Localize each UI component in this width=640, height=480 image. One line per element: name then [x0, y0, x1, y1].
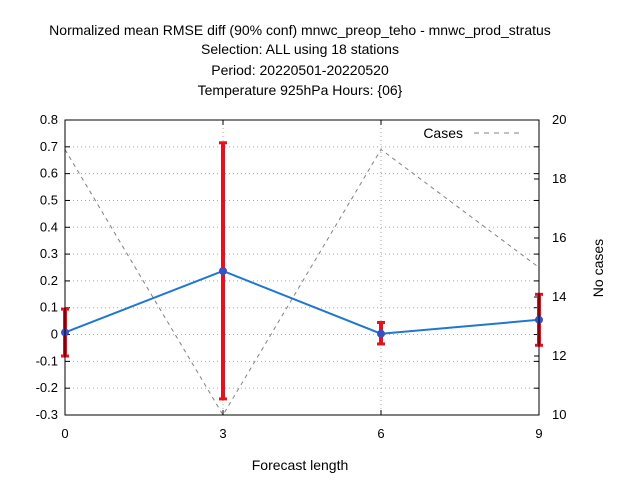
rmse-diff-line [64, 269, 540, 335]
rmse-diff-point-1 [219, 266, 227, 275]
y2-tick-label-5: 10 [552, 407, 566, 422]
y2-axis-label: No cases [590, 239, 606, 297]
plot-frame [64, 119, 540, 416]
cases-line [64, 148, 540, 416]
y2-tick-label-3: 14 [552, 289, 566, 304]
x-tick-label-2: 6 [377, 426, 384, 441]
title-line-4: Temperature 925hPa Hours: {06} [198, 82, 403, 98]
legend-label-cases: Cases [423, 125, 463, 141]
title-line-3: Period: 20220501-20220520 [211, 62, 389, 78]
y-tick-label-0: 0.8 [40, 112, 58, 127]
right-axis-ticks: 20 18 16 14 12 10 [534, 112, 566, 422]
legend: Cases [423, 125, 522, 141]
x-axis-label: Forecast length [252, 457, 349, 473]
y-tick-label-11: -0.3 [36, 407, 58, 422]
x-tick-label-0: 0 [61, 426, 68, 441]
y2-tick-label-2: 16 [552, 230, 566, 245]
y-tick-label-5: 0.3 [40, 246, 58, 261]
left-axis-ticks: 0.8 0.7 0.6 0.5 0.4 0.3 0.2 0.1 0 -0.1 -0.2 -0.3 [36, 112, 539, 422]
y-tick-label-8: 0 [51, 327, 58, 342]
chart-title: Normalized mean RMSE diff (90% conf) mnw… [49, 22, 551, 98]
y-tick-label-1: 0.7 [40, 139, 58, 154]
cases-series [64, 148, 540, 416]
y2-tick-label-4: 12 [552, 348, 566, 363]
y-tick-label-3: 0.5 [40, 192, 58, 207]
x-tick-label-3: 9 [535, 426, 542, 441]
title-line-1: Normalized mean RMSE diff (90% conf) mnw… [49, 22, 551, 38]
y-tick-label-10: -0.2 [36, 380, 58, 395]
y-tick-label-9: -0.1 [36, 353, 58, 368]
y-tick-label-2: 0.6 [40, 166, 58, 181]
rmse-diff-point-2 [377, 329, 385, 338]
title-line-2: Selection: ALL using 18 stations [201, 41, 399, 57]
x-tick-label-1: 3 [219, 426, 226, 441]
y-tick-label-7: 0.1 [40, 300, 58, 315]
y-tick-label-4: 0.4 [40, 219, 58, 234]
y-tick-label-6: 0.2 [40, 273, 58, 288]
y2-tick-label-1: 18 [552, 171, 566, 186]
y2-tick-label-0: 20 [552, 112, 566, 127]
